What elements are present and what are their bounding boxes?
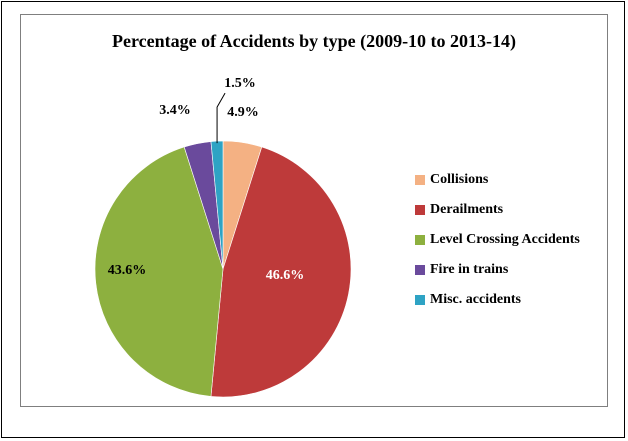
legend-label-derailments: Derailments [430,202,504,217]
data-label-fire: 3.4% [159,103,191,118]
legend-swatch-level-crossing [415,235,425,245]
legend-item-fire: Fire in trains [415,262,580,278]
pie-chart: 4.9% 46.6% 43.6% 3.4% 1.5% [94,76,352,398]
legend-item-derailments: Derailments [415,202,580,218]
data-label-level-crossing: 43.6% [108,263,147,278]
legend-label-level-crossing: Level Crossing Accidents [430,232,580,247]
chart-title: Percentage of Accidents by type (2009-10… [111,31,517,51]
data-label-derailments: 46.6% [266,268,305,283]
leader-line-misc [216,92,226,144]
pie-slice-derailments [210,146,352,398]
legend-item-level-crossing: Level Crossing Accidents [415,232,580,248]
legend-swatch-collisions [415,175,425,185]
data-label-collisions: 4.9% [227,105,259,120]
legend-swatch-derailments [415,205,425,215]
pie-slice-level-crossing [94,146,224,397]
legend-label-collisions: Collisions [430,172,489,187]
legend-swatch-misc [415,295,425,305]
legend-item-misc: Misc. accidents [415,292,580,308]
data-label-misc: 1.5% [224,76,256,91]
legend-label-misc: Misc. accidents [430,292,521,307]
legend-label-fire: Fire in trains [430,262,509,277]
chart-area: Percentage of Accidents by type (2009-10… [20,14,608,407]
legend-item-collisions: Collisions [415,172,580,188]
legend-swatch-fire [415,265,425,275]
legend: Collisions Derailments Level Crossing Ac… [415,172,580,322]
